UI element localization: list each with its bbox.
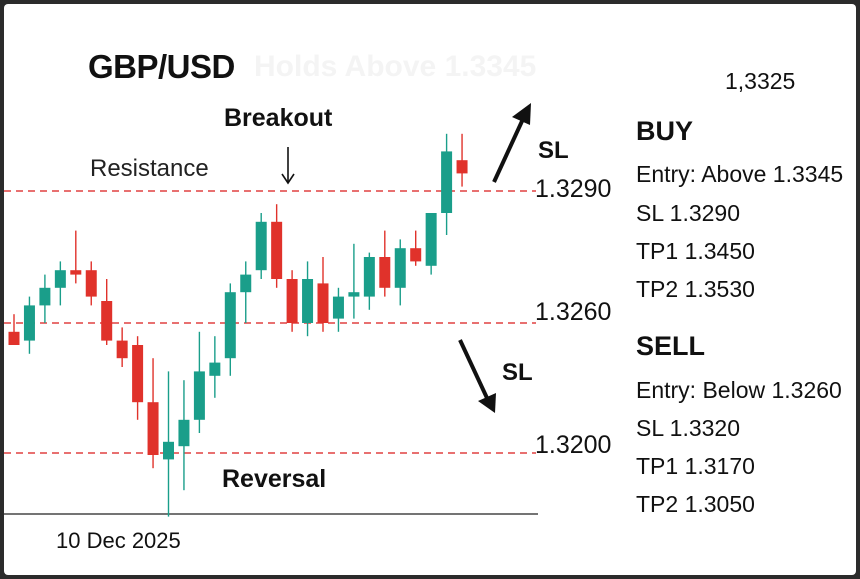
down-arrow <box>458 339 489 399</box>
candle-bear <box>147 402 159 455</box>
candle-bull <box>240 274 252 293</box>
candle-bear <box>70 270 82 275</box>
candle-bull <box>23 305 35 341</box>
candle-bull <box>441 151 453 213</box>
sl-down-label: SL <box>502 359 533 386</box>
candle-bear <box>410 248 422 262</box>
candle-bull <box>348 292 360 297</box>
candle-bear <box>132 345 144 403</box>
breakout-pointer-head <box>281 173 295 185</box>
sell-tp1: TP1 1.3170 <box>636 453 755 479</box>
chart-card: GBP/USD Holds Above 1.3345 1,3325 Breako… <box>4 4 856 575</box>
date-label: 10 Dec 2025 <box>56 528 181 553</box>
candle-bull <box>302 279 314 323</box>
candle-bear <box>317 283 329 323</box>
candle-bull <box>193 371 205 420</box>
candle-bull <box>224 292 236 359</box>
candle-bull <box>54 270 66 288</box>
candle-bear <box>271 221 283 279</box>
buy-tp2: TP2 1.3530 <box>636 276 755 302</box>
candle-bear <box>116 340 128 359</box>
candle-bull <box>255 221 267 271</box>
up-arrow <box>492 118 525 183</box>
candlestick-chart <box>4 103 538 517</box>
candle-bull <box>394 248 406 288</box>
top-price: 1,3325 <box>725 68 796 94</box>
down-arrow-head <box>478 393 496 413</box>
buy-sl: SL 1.3290 <box>636 200 741 226</box>
buy-entry: Entry: Above 1.3345 <box>636 161 844 187</box>
sell-entry: Entry: Below 1.3260 <box>636 377 842 403</box>
candle-bear <box>85 270 97 297</box>
candle-bull <box>163 441 174 460</box>
resistance-label: Resistance <box>90 155 209 182</box>
candle-bear <box>8 331 20 345</box>
candle-bull <box>209 362 221 376</box>
candle-bull <box>363 257 375 297</box>
candle-bull <box>332 296 344 319</box>
candle-bear <box>456 160 468 174</box>
breakout-label: Breakout <box>224 104 333 132</box>
candles-group <box>8 133 468 517</box>
candle-bear <box>286 279 298 323</box>
level-lower-label: 1.3200 <box>535 431 612 459</box>
sell-title: SELL <box>636 331 706 361</box>
level-resistance-label: 1.3290 <box>535 175 612 203</box>
buy-tp1: TP1 1.3450 <box>636 238 755 264</box>
reversal-label: Reversal <box>222 465 327 493</box>
candle-bull <box>178 419 190 447</box>
sell-sl: SL 1.3320 <box>636 415 741 441</box>
level-support-label: 1.3260 <box>535 298 612 326</box>
candle-bull <box>425 213 437 266</box>
faded-subtitle: Holds Above 1.3345 <box>254 50 537 83</box>
candle-bull <box>39 287 51 306</box>
sell-tp2: TP2 1.3050 <box>636 491 755 517</box>
sl-up-label: SL <box>538 137 569 164</box>
pair-title: GBP/USD <box>88 48 235 85</box>
candle-bear <box>379 257 391 288</box>
candle-bear <box>101 301 113 341</box>
up-arrow-head <box>512 103 531 125</box>
buy-title: BUY <box>636 116 694 146</box>
